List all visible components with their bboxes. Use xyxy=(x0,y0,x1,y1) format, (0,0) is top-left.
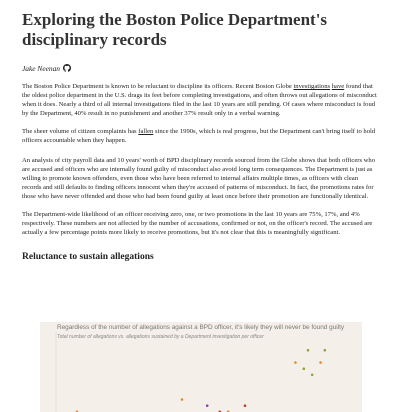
scatter-point xyxy=(319,361,322,364)
chart-subtitle: Total number of allegations vs. allegati… xyxy=(57,334,264,340)
have-link[interactable]: have xyxy=(332,83,344,90)
investigations-link[interactable]: investigations xyxy=(293,83,330,90)
github-icon[interactable] xyxy=(63,64,71,72)
paragraph-2-text-a: The sheer volume of citizen complaints h… xyxy=(22,128,138,135)
scatter-point xyxy=(303,367,306,370)
fallen-link[interactable]: fallen xyxy=(138,128,153,135)
scatter-point xyxy=(311,374,314,377)
paragraph-3: An analysis of city payroll data and 10 … xyxy=(22,157,378,202)
article: Exploring the Boston Police Department's… xyxy=(22,0,378,262)
scatter-point xyxy=(206,404,209,407)
scatter-point xyxy=(307,349,310,352)
scatter-point xyxy=(244,404,247,407)
scatter-point xyxy=(324,349,327,352)
section-heading: Reluctance to sustain allegations xyxy=(22,252,378,262)
paragraph-1-text-a: The Boston Police Department is known to… xyxy=(22,83,293,90)
paragraph-1: The Boston Police Department is known to… xyxy=(22,83,378,119)
scatter-point xyxy=(294,361,297,364)
author-byline: Jake Neenan xyxy=(22,63,378,73)
author-name: Jake Neenan xyxy=(22,64,60,73)
chart-title: Regardless of the number of allegations … xyxy=(57,324,344,331)
page-title: Exploring the Boston Police Department's… xyxy=(22,10,378,50)
paragraph-4: The Department-wide likelihood of an off… xyxy=(22,211,378,238)
scatter-chart: Regardless of the number of allegations … xyxy=(40,322,362,412)
paragraph-2: The sheer volume of citizen complaints h… xyxy=(22,128,378,146)
